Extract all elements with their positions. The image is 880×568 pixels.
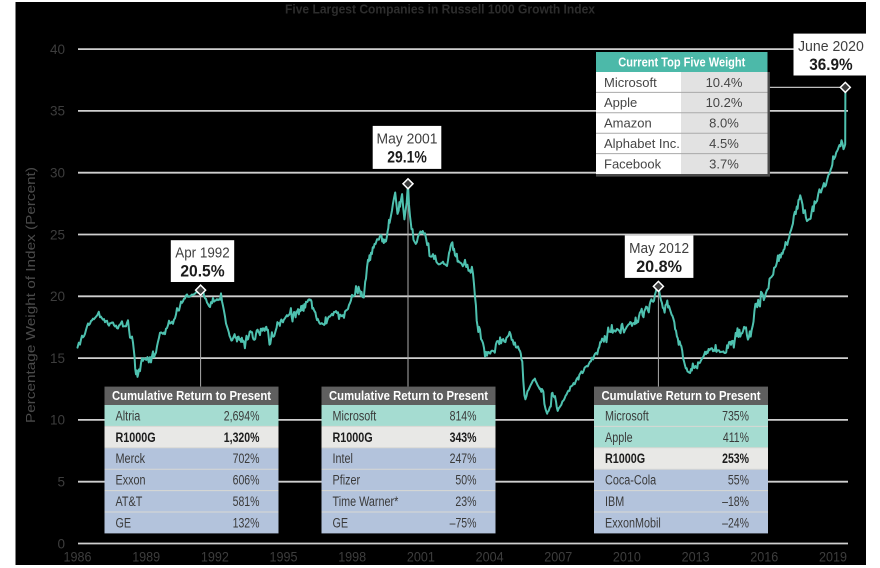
svg-text:3.7%: 3.7% bbox=[709, 156, 739, 171]
svg-text:GE: GE bbox=[116, 515, 132, 530]
svg-text:36.9%: 36.9% bbox=[809, 56, 853, 74]
svg-text:35: 35 bbox=[50, 104, 65, 119]
svg-text:June 2020: June 2020 bbox=[798, 39, 864, 55]
svg-text:50%: 50% bbox=[455, 473, 476, 488]
svg-text:1998: 1998 bbox=[338, 550, 366, 565]
svg-text:15: 15 bbox=[50, 351, 65, 366]
svg-text:735%: 735% bbox=[722, 408, 749, 423]
svg-text:Facebook: Facebook bbox=[604, 156, 662, 171]
svg-text:Cumulative Return to Present: Cumulative Return to Present bbox=[112, 388, 272, 403]
svg-text:Alphabet Inc.: Alphabet Inc. bbox=[604, 136, 680, 151]
svg-text:2013: 2013 bbox=[682, 550, 710, 565]
svg-text:581%: 581% bbox=[233, 494, 260, 509]
svg-text:23%: 23% bbox=[455, 494, 476, 509]
svg-text:0: 0 bbox=[57, 536, 65, 551]
svg-text:Apple: Apple bbox=[605, 430, 633, 445]
svg-text:1,320%: 1,320% bbox=[224, 430, 260, 445]
svg-text:20.5%: 20.5% bbox=[180, 263, 225, 281]
svg-text:1986: 1986 bbox=[64, 550, 92, 565]
svg-text:343%: 343% bbox=[450, 430, 477, 445]
svg-text:Apple: Apple bbox=[604, 95, 637, 110]
svg-text:R1000G: R1000G bbox=[333, 430, 373, 445]
svg-text:253%: 253% bbox=[722, 451, 749, 466]
svg-text:10.4%: 10.4% bbox=[706, 75, 743, 90]
svg-text:Cumulative Return to Present: Cumulative Return to Present bbox=[602, 388, 762, 403]
svg-text:2010: 2010 bbox=[613, 550, 641, 565]
svg-text:25: 25 bbox=[50, 227, 65, 242]
svg-text:2001: 2001 bbox=[407, 550, 435, 565]
svg-text:Amazon: Amazon bbox=[604, 116, 652, 131]
svg-text:2007: 2007 bbox=[544, 550, 572, 565]
svg-text:May 2001: May 2001 bbox=[377, 131, 438, 147]
svg-text:Apr 1992: Apr 1992 bbox=[175, 246, 230, 262]
svg-text:Five Largest Companies in Russ: Five Largest Companies in Russell 1000 G… bbox=[285, 3, 595, 17]
svg-text:5: 5 bbox=[57, 475, 65, 490]
svg-text:4.5%: 4.5% bbox=[709, 136, 739, 151]
svg-text:8.0%: 8.0% bbox=[709, 116, 739, 131]
svg-text:247%: 247% bbox=[450, 451, 477, 466]
svg-text:Percentage Weight of Index (Pe: Percentage Weight of Index (Percent) bbox=[24, 167, 38, 423]
svg-text:606%: 606% bbox=[233, 473, 260, 488]
svg-text:GE: GE bbox=[333, 515, 349, 530]
svg-text:1992: 1992 bbox=[201, 550, 229, 565]
svg-text:1995: 1995 bbox=[270, 550, 298, 565]
svg-text:2016: 2016 bbox=[750, 550, 778, 565]
svg-text:Microsoft: Microsoft bbox=[333, 408, 377, 423]
svg-text:–75%: –75% bbox=[450, 515, 477, 530]
svg-text:20.8%: 20.8% bbox=[636, 258, 682, 276]
svg-text:Microsoft: Microsoft bbox=[605, 408, 649, 423]
svg-text:Exxon: Exxon bbox=[116, 473, 146, 488]
svg-text:Altria: Altria bbox=[116, 408, 141, 423]
svg-text:2004: 2004 bbox=[476, 550, 504, 565]
svg-text:411%: 411% bbox=[723, 430, 749, 445]
svg-text:R1000G: R1000G bbox=[116, 430, 156, 445]
svg-text:ExxonMobil: ExxonMobil bbox=[605, 515, 661, 530]
svg-text:2,694%: 2,694% bbox=[224, 408, 260, 423]
svg-text:702%: 702% bbox=[233, 451, 260, 466]
svg-text:Current Top Five Weight: Current Top Five Weight bbox=[618, 54, 746, 69]
svg-text:Time Warner*: Time Warner* bbox=[333, 494, 399, 509]
svg-text:1989: 1989 bbox=[132, 550, 160, 565]
svg-text:132%: 132% bbox=[233, 515, 260, 530]
svg-text:2019: 2019 bbox=[819, 550, 847, 565]
svg-text:20: 20 bbox=[50, 289, 65, 304]
svg-text:40: 40 bbox=[50, 42, 65, 57]
svg-text:–18%: –18% bbox=[722, 494, 749, 509]
svg-text:Intel: Intel bbox=[333, 451, 353, 466]
svg-text:29.1%: 29.1% bbox=[387, 148, 427, 166]
svg-text:814%: 814% bbox=[450, 408, 477, 423]
svg-text:AT&T: AT&T bbox=[116, 494, 143, 509]
svg-text:Coca-Cola: Coca-Cola bbox=[605, 473, 657, 488]
svg-text:30: 30 bbox=[50, 166, 65, 181]
svg-text:10: 10 bbox=[50, 413, 65, 428]
svg-text:55%: 55% bbox=[728, 473, 749, 488]
svg-text:Pfizer: Pfizer bbox=[333, 473, 361, 488]
svg-text:–24%: –24% bbox=[722, 515, 749, 530]
svg-text:R1000G: R1000G bbox=[605, 451, 645, 466]
svg-text:10.2%: 10.2% bbox=[706, 95, 743, 110]
svg-text:IBM: IBM bbox=[605, 494, 624, 509]
svg-text:Cumulative Return to Present: Cumulative Return to Present bbox=[329, 388, 489, 403]
svg-text:May 2012: May 2012 bbox=[629, 241, 689, 257]
svg-text:Microsoft: Microsoft bbox=[604, 75, 657, 90]
svg-text:Merck: Merck bbox=[116, 451, 146, 466]
